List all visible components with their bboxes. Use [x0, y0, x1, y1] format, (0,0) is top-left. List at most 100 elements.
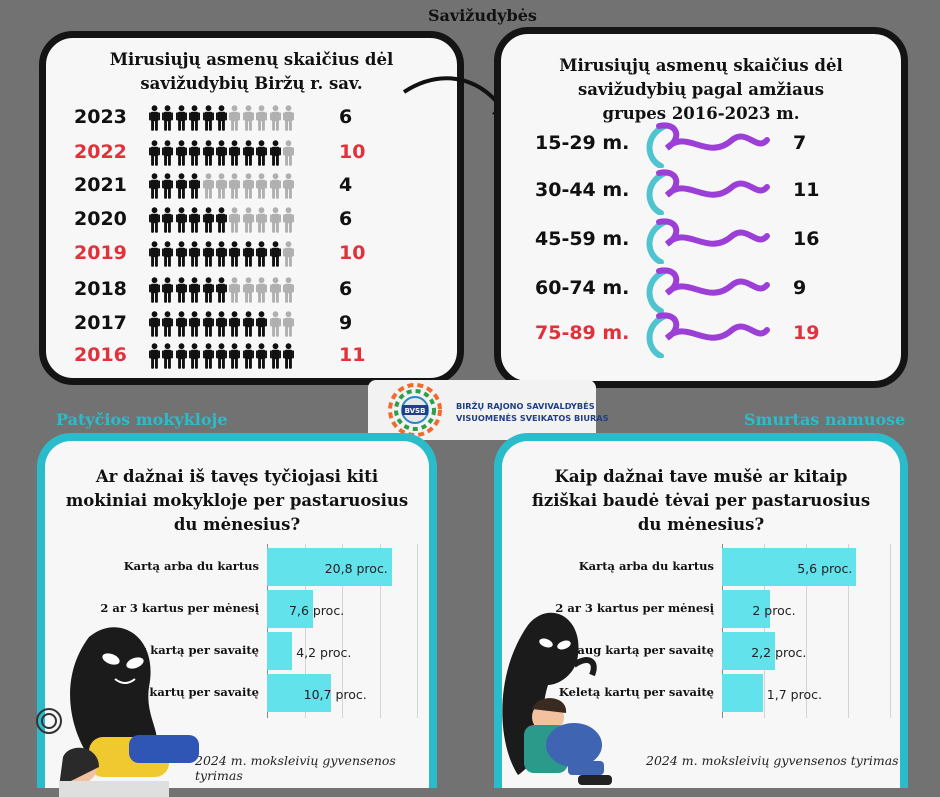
person-empty-icon [229, 105, 241, 131]
year-label-2016: 2016 [74, 344, 127, 366]
bar [267, 674, 332, 712]
person-empty-icon [242, 277, 254, 303]
person-empty-icon [229, 277, 241, 303]
person-filled-icon [256, 311, 268, 337]
bar [722, 674, 763, 712]
y-axis-line [722, 544, 723, 718]
organization-logo: BVSB BIRŽŲ RAJONO SAVIVALDYBĖS VISUOMENĖ… [368, 380, 609, 440]
person-filled-icon [175, 343, 187, 369]
person-empty-icon [256, 207, 268, 233]
category-label: 2 ar 3 kartus per mėnesį [555, 601, 714, 615]
data-label: 4,2 proc. [296, 645, 352, 660]
person-filled-icon [189, 105, 201, 131]
person-filled-icon [242, 311, 254, 337]
person-filled-icon [215, 140, 227, 166]
person-empty-icon [282, 241, 294, 267]
person-empty-icon [256, 105, 268, 131]
year-label-2021: 2021 [74, 174, 127, 196]
person-filled-icon [149, 343, 160, 369]
person-empty-icon [282, 105, 294, 131]
person-filled-icon [256, 343, 268, 369]
person-filled-icon [202, 277, 214, 303]
person-filled-icon [189, 343, 201, 369]
person-filled-icon [162, 277, 174, 303]
person-icons-2020 [149, 207, 294, 233]
person-filled-icon [149, 277, 160, 303]
category-label: Kartą arba du kartus [578, 559, 714, 573]
category-label: 2 ar 3 kartus per mėnesį [100, 601, 259, 615]
domestic-source: 2024 m. moksleivių gyvensenos tyrimas [646, 753, 899, 768]
age-group-label: 60-74 m. [535, 277, 630, 299]
year-count-2020: 6 [339, 208, 353, 230]
person-empty-icon [229, 207, 241, 233]
logo-line-2: VISUOMENĖS SVEIKATOS BIURAS [456, 413, 609, 423]
person-filled-icon [229, 241, 241, 267]
person-empty-icon [242, 207, 254, 233]
year-count-2017: 9 [339, 312, 353, 334]
person-empty-icon [242, 173, 254, 199]
person-filled-icon [202, 343, 214, 369]
person-filled-icon [189, 207, 201, 233]
person-filled-icon [175, 173, 187, 199]
person-filled-icon [189, 173, 201, 199]
person-empty-icon [269, 311, 281, 337]
person-filled-icon [149, 207, 160, 233]
person-filled-icon [215, 241, 227, 267]
grid-line [848, 544, 849, 718]
person-icons-2017 [149, 311, 294, 337]
person-filled-icon [215, 277, 227, 303]
bullying-source: 2024 m. moksleivių gyvensenos tyrimas [195, 753, 396, 783]
person-icons-2022 [149, 140, 294, 166]
year-label-2019: 2019 [74, 242, 127, 264]
age-group-count: 19 [793, 322, 820, 344]
grid-line [379, 544, 381, 718]
person-filled-icon [269, 140, 281, 166]
person-filled-icon [215, 207, 227, 233]
person-filled-icon [162, 173, 174, 199]
person-filled-icon [175, 140, 187, 166]
person-filled-icon [229, 140, 241, 166]
person-filled-icon [162, 311, 174, 337]
person-icons-2021 [149, 173, 294, 199]
domestic-panel-title: Kaip dažnai tave mušė ar kitaip fiziškai… [531, 467, 871, 534]
year-count-2023: 6 [339, 106, 353, 128]
person-filled-icon [149, 105, 160, 131]
person-empty-icon [202, 173, 214, 199]
category-label: Kartą arba du kartus [123, 559, 259, 573]
person-filled-icon [149, 140, 160, 166]
person-empty-icon [269, 105, 281, 131]
bar [267, 590, 313, 628]
section-title-bullying: Patyčios mokykloje [56, 410, 228, 429]
awareness-ribbon-icon [646, 169, 770, 215]
person-filled-icon [162, 343, 174, 369]
age-panel-title: Mirusiųjų asmenų skaičius dėl savižudybi… [559, 56, 843, 123]
person-filled-icon [202, 140, 214, 166]
person-filled-icon [175, 241, 187, 267]
person-filled-icon [256, 140, 268, 166]
age-group-label: 15-29 m. [535, 132, 630, 154]
data-label: 5,6 proc. [797, 561, 853, 576]
person-filled-icon [189, 277, 201, 303]
year-count-2022: 10 [339, 141, 366, 163]
bullied-student-illustration-icon [36, 627, 199, 797]
person-filled-icon [256, 241, 268, 267]
person-icons-2019 [149, 241, 294, 267]
person-empty-icon [242, 105, 254, 131]
person-filled-icon [269, 241, 281, 267]
year-label-2018: 2018 [74, 278, 127, 300]
person-icons-2023 [149, 105, 294, 131]
person-filled-icon [189, 140, 201, 166]
data-label: 7,6 proc. [289, 603, 345, 618]
person-filled-icon [215, 311, 227, 337]
domestic-violence-panel: Kaip dažnai tave mušė ar kitaip fiziškai… [494, 433, 908, 788]
category-label: Maždaug kartą per savaitę [542, 643, 714, 657]
data-label: 10,7 proc. [303, 687, 367, 702]
person-filled-icon [202, 241, 214, 267]
grid-line [806, 544, 807, 718]
person-filled-icon [269, 343, 281, 369]
bar [267, 632, 293, 670]
age-group-label: 45-59 m. [535, 228, 630, 250]
age-group-count: 7 [793, 132, 807, 154]
person-filled-icon [175, 277, 187, 303]
grid-line [304, 544, 306, 718]
